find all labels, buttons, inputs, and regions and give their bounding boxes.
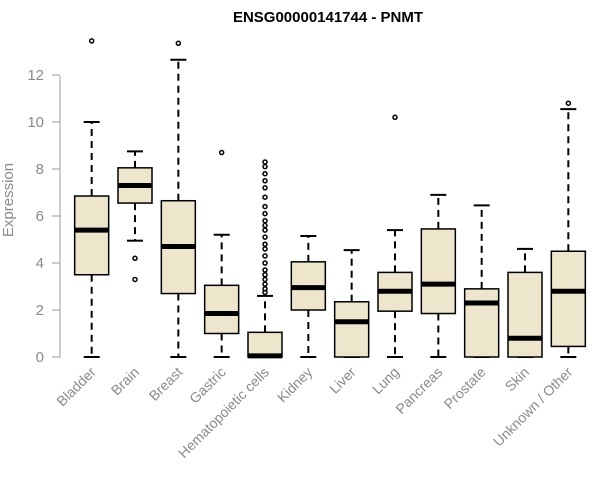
y-axis-label: Expression — [0, 163, 17, 237]
outlier-point — [565, 100, 572, 106]
outlier-point — [175, 40, 182, 47]
box-12 — [550, 100, 587, 358]
iqr-box — [507, 271, 543, 358]
box-2 — [117, 150, 153, 283]
x-tick-label: Breast — [146, 364, 186, 404]
box-4 — [203, 149, 240, 358]
outlier-point — [262, 163, 268, 170]
box-7 — [333, 249, 370, 358]
outlier-point — [262, 203, 268, 210]
box-1 — [73, 38, 110, 358]
chart-title: ENSG00000141744 - PNMT — [233, 9, 423, 26]
iqr-box — [420, 228, 457, 315]
x-tick-label: Brain — [108, 364, 142, 398]
outlier-point — [262, 217, 268, 224]
x-tick-label: Bladder — [53, 364, 99, 410]
box-6 — [290, 234, 327, 358]
outlier-point — [262, 210, 268, 217]
x-tick-label: Lung — [369, 364, 402, 397]
box-5 — [247, 159, 283, 359]
x-tick-label: Liver — [326, 364, 359, 397]
x-tick-label: Pancreas — [392, 364, 445, 417]
outlier-point — [262, 185, 268, 191]
outlier-point — [262, 289, 268, 296]
iqr-box — [333, 301, 370, 358]
outlier-point — [88, 38, 95, 44]
outlier-point — [262, 241, 268, 247]
y-tick-label: 8 — [36, 161, 44, 178]
outlier-point — [262, 178, 268, 184]
outlier-point — [262, 170, 268, 177]
box-8 — [377, 114, 413, 358]
iqr-box — [550, 250, 587, 348]
outlier-point — [262, 227, 268, 233]
x-tick-label: Prostate — [441, 364, 489, 412]
outlier-point — [262, 276, 268, 283]
box-3 — [160, 40, 197, 358]
x-tick-label: Unknown / Other — [490, 364, 576, 450]
iqr-box — [463, 288, 500, 358]
outlier-point — [262, 246, 268, 252]
x-tick-label: Gastric — [186, 364, 229, 407]
outlier-point — [262, 253, 268, 259]
y-tick-label: 10 — [27, 114, 44, 131]
outlier-point — [262, 267, 268, 273]
outlier-point — [262, 281, 268, 287]
y-tick-label: 12 — [27, 67, 44, 84]
outlier-point — [262, 194, 268, 200]
y-axis-ticks: 0 2 4 6 8 10 12 — [27, 67, 60, 366]
y-tick-label: 0 — [36, 349, 44, 366]
outlier-point — [132, 255, 138, 262]
iqr-box — [203, 284, 240, 335]
outlier-point — [262, 159, 268, 165]
box-10 — [463, 204, 500, 358]
boxes-group — [73, 38, 587, 359]
box-11 — [507, 247, 543, 358]
x-tick-label: Kidney — [274, 364, 316, 406]
outlier-point — [262, 260, 268, 266]
x-tick-label: Skin — [502, 364, 533, 395]
outlier-point — [262, 222, 268, 229]
outlier-point — [392, 114, 398, 121]
outlier-point — [262, 272, 268, 278]
iqr-box — [73, 195, 110, 276]
y-tick-label: 4 — [36, 255, 44, 272]
outlier-point — [132, 276, 138, 283]
y-tick-label: 6 — [36, 208, 44, 225]
iqr-box — [247, 331, 283, 358]
outlier-point — [218, 149, 225, 156]
outlier-point — [262, 234, 268, 240]
y-tick-label: 2 — [36, 302, 44, 319]
box-9 — [420, 193, 457, 358]
